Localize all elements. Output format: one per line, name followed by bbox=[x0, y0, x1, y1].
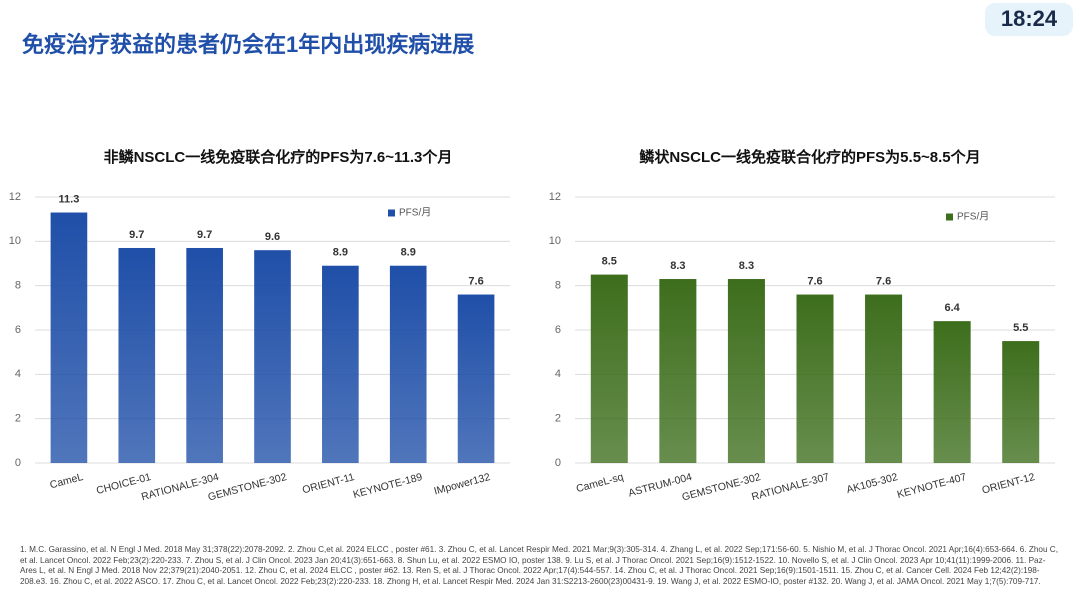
y-tick-label: 8 bbox=[555, 280, 561, 292]
chart-title: 鳞状NSCLC一线免疫联合化疗的PFS为5.5~8.5个月 bbox=[639, 148, 980, 166]
chart-title: 非鳞NSCLC一线免疫联合化疗的PFS为7.6~11.3个月 bbox=[104, 148, 453, 166]
y-tick-label: 4 bbox=[555, 368, 561, 380]
value-label: 11.3 bbox=[59, 193, 80, 205]
bar bbox=[1002, 341, 1040, 463]
x-tick-label: KEYNOTE-189 bbox=[352, 471, 424, 501]
value-label: 6.4 bbox=[944, 302, 960, 314]
bar bbox=[118, 247, 156, 463]
slide-title: 免疫治疗获益的患者仍会在1年内出现疾病进展 bbox=[22, 32, 474, 57]
bar bbox=[659, 279, 697, 463]
bar bbox=[933, 321, 971, 463]
legend-swatch bbox=[946, 213, 953, 221]
bar bbox=[254, 250, 291, 463]
y-tick-label: 12 bbox=[549, 191, 561, 203]
value-label: 7.6 bbox=[876, 275, 891, 287]
x-tick-label: GEMSTONE-302 bbox=[681, 471, 762, 504]
y-tick-label: 2 bbox=[555, 413, 561, 425]
value-label: 5.5 bbox=[1013, 322, 1028, 334]
legend-swatch bbox=[388, 209, 395, 217]
value-label: 8.3 bbox=[670, 260, 685, 272]
y-tick-label: 6 bbox=[15, 324, 21, 336]
references: 1. M.C. Garassino, et al. N Engl J Med. … bbox=[20, 545, 1058, 586]
bar bbox=[727, 279, 765, 463]
value-label: 8.9 bbox=[401, 247, 416, 259]
y-tick-label: 10 bbox=[9, 235, 21, 247]
value-label: 9.7 bbox=[197, 229, 212, 241]
y-tick-label: 4 bbox=[15, 368, 21, 380]
bar bbox=[796, 294, 834, 463]
x-tick-label: AK105-302 bbox=[845, 471, 899, 496]
y-tick-label: 8 bbox=[15, 280, 21, 292]
x-tick-label: IMpower132 bbox=[433, 471, 492, 498]
x-tick-label: CameL-sq bbox=[575, 471, 625, 495]
y-tick-label: 0 bbox=[15, 457, 21, 469]
bar bbox=[322, 265, 359, 463]
y-tick-label: 10 bbox=[549, 235, 561, 247]
y-tick-label: 0 bbox=[555, 457, 561, 469]
y-tick-label: 2 bbox=[15, 413, 21, 425]
x-tick-label: ORIENT-12 bbox=[981, 471, 1037, 497]
bar bbox=[590, 274, 628, 463]
value-label: 7.6 bbox=[468, 275, 483, 287]
x-tick-label: RATIONALE-307 bbox=[750, 471, 830, 503]
y-tick-label: 6 bbox=[555, 324, 561, 336]
clock: 18:24 bbox=[1001, 6, 1058, 31]
bar bbox=[865, 294, 903, 463]
bar bbox=[50, 212, 88, 463]
legend-label: PFS/月 bbox=[399, 207, 431, 219]
legend-label: PFS/月 bbox=[957, 211, 989, 223]
bar bbox=[457, 294, 495, 463]
bar bbox=[186, 247, 223, 463]
value-label: 9.7 bbox=[129, 229, 144, 241]
x-tick-label: GEMSTONE-302 bbox=[207, 471, 288, 504]
x-tick-label: ORIENT-11 bbox=[301, 471, 356, 496]
value-label: 8.9 bbox=[333, 247, 348, 259]
clock-box bbox=[985, 3, 1073, 36]
x-tick-label: KEYNOTE-407 bbox=[896, 471, 968, 501]
x-tick-label: CameL bbox=[49, 471, 85, 491]
value-label: 7.6 bbox=[807, 275, 822, 287]
value-label: 8.3 bbox=[739, 260, 754, 272]
y-tick-label: 12 bbox=[9, 191, 21, 203]
value-label: 8.5 bbox=[602, 255, 617, 267]
value-label: 9.6 bbox=[265, 231, 280, 243]
bar bbox=[389, 265, 427, 463]
